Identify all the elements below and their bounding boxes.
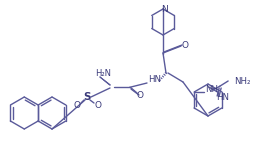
Text: O: O — [73, 100, 81, 110]
Text: N: N — [161, 5, 167, 15]
Text: O: O — [136, 90, 143, 100]
Text: O: O — [94, 100, 102, 110]
Text: HN: HN — [148, 76, 161, 85]
Text: S: S — [83, 92, 91, 102]
Text: O: O — [181, 41, 189, 51]
Text: NH₂: NH₂ — [234, 78, 251, 86]
Text: NH: NH — [205, 85, 218, 95]
Text: HN: HN — [216, 93, 229, 102]
Text: H₂N: H₂N — [95, 68, 111, 78]
